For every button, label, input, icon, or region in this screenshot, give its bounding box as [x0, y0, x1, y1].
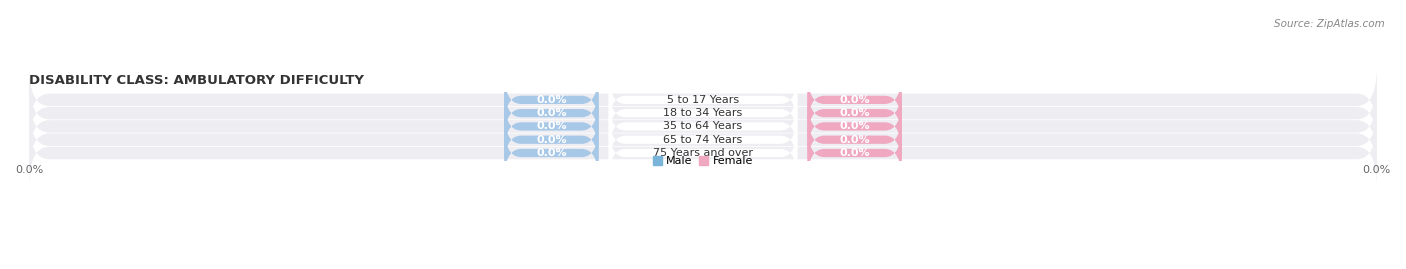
FancyBboxPatch shape — [807, 84, 901, 142]
Legend: Male, Female: Male, Female — [648, 152, 758, 171]
FancyBboxPatch shape — [807, 111, 901, 169]
Text: DISABILITY CLASS: AMBULATORY DIFFICULTY: DISABILITY CLASS: AMBULATORY DIFFICULTY — [30, 73, 364, 87]
Text: 0.0%: 0.0% — [839, 135, 870, 145]
FancyBboxPatch shape — [505, 84, 599, 142]
Text: 0.0%: 0.0% — [839, 121, 870, 132]
FancyBboxPatch shape — [505, 71, 599, 129]
FancyBboxPatch shape — [609, 97, 797, 155]
FancyBboxPatch shape — [505, 97, 599, 155]
FancyBboxPatch shape — [807, 71, 901, 129]
Text: Source: ZipAtlas.com: Source: ZipAtlas.com — [1274, 19, 1385, 29]
FancyBboxPatch shape — [30, 106, 1376, 173]
Text: 65 to 74 Years: 65 to 74 Years — [664, 135, 742, 145]
Text: 0.0%: 0.0% — [536, 121, 567, 132]
Text: 35 to 64 Years: 35 to 64 Years — [664, 121, 742, 132]
FancyBboxPatch shape — [505, 111, 599, 169]
Text: 0.0%: 0.0% — [536, 148, 567, 158]
FancyBboxPatch shape — [807, 97, 901, 155]
FancyBboxPatch shape — [30, 66, 1376, 133]
FancyBboxPatch shape — [609, 84, 797, 142]
Text: 5 to 17 Years: 5 to 17 Years — [666, 95, 740, 105]
Text: 0.0%: 0.0% — [839, 148, 870, 158]
FancyBboxPatch shape — [30, 80, 1376, 147]
FancyBboxPatch shape — [609, 124, 797, 182]
FancyBboxPatch shape — [807, 124, 901, 182]
FancyBboxPatch shape — [505, 124, 599, 182]
Text: 0.0%: 0.0% — [536, 95, 567, 105]
Text: 0.0%: 0.0% — [536, 108, 567, 118]
Text: 75 Years and over: 75 Years and over — [652, 148, 754, 158]
Text: 0.0%: 0.0% — [536, 135, 567, 145]
Text: 0.0%: 0.0% — [839, 95, 870, 105]
FancyBboxPatch shape — [30, 119, 1376, 187]
FancyBboxPatch shape — [609, 71, 797, 129]
Text: 18 to 34 Years: 18 to 34 Years — [664, 108, 742, 118]
FancyBboxPatch shape — [609, 111, 797, 169]
Text: 0.0%: 0.0% — [839, 108, 870, 118]
FancyBboxPatch shape — [30, 93, 1376, 160]
